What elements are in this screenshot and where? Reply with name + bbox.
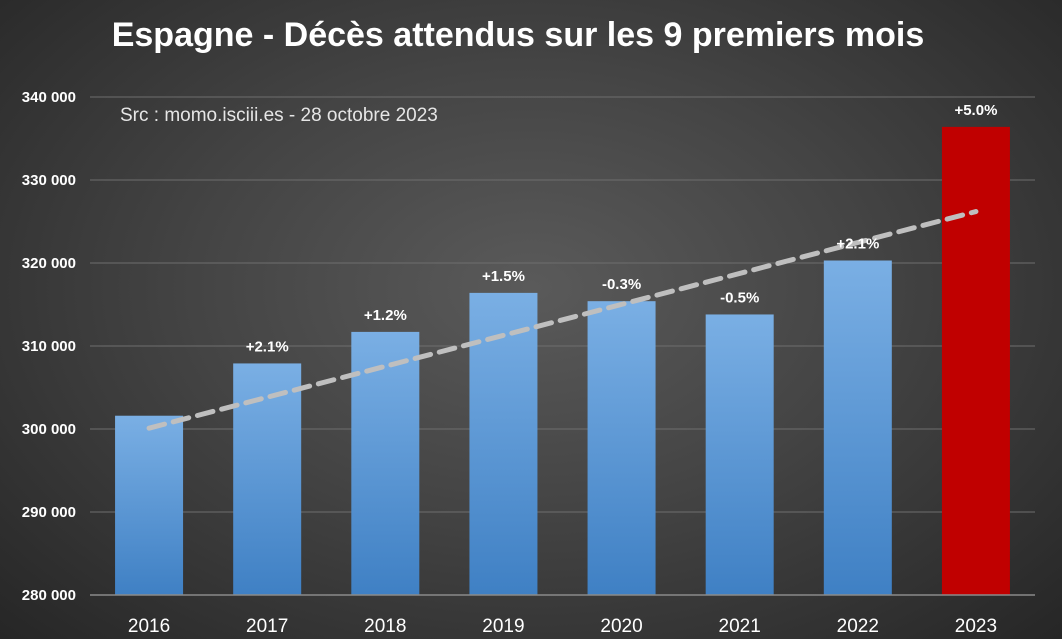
- data-label: +1.5%: [482, 268, 525, 285]
- chart-subtitle: Src : momo.isciii.es - 28 octobre 2023: [120, 105, 438, 126]
- chart-title: Espagne - Décès attendus sur les 9 premi…: [112, 16, 925, 54]
- x-tick-label: 2022: [837, 616, 879, 637]
- trendline: [146, 209, 979, 431]
- y-tick-label: 310 000: [22, 338, 76, 355]
- x-tick-label: 2018: [364, 616, 406, 637]
- data-label: -0.3%: [602, 276, 641, 293]
- axes: 280 000 290 000 300 000 310 000 320 000 330 0…: [22, 89, 1035, 637]
- x-tick-label: 2021: [719, 616, 761, 637]
- data-label: -0.5%: [720, 289, 759, 306]
- y-tick-label: 300 000: [22, 421, 76, 438]
- data-label: +5.0%: [954, 102, 997, 119]
- bar-2023: [941, 126, 1010, 595]
- y-tick-label: 280 000: [22, 587, 76, 604]
- trendline-layer: [146, 209, 979, 431]
- data-labels: +2.1% +1.2% +1.5% -0.3% -0.5% +2.1% +5.0%: [246, 102, 998, 356]
- bar-2020: [587, 301, 656, 595]
- y-tick-label: 320 000: [22, 255, 76, 272]
- bar-2019: [469, 292, 538, 595]
- x-tick-label: 2023: [955, 616, 997, 637]
- x-tick-label: 2019: [482, 616, 524, 637]
- gridlines: [90, 96, 1035, 513]
- data-label: +2.1%: [836, 236, 879, 253]
- y-tick-label: 340 000: [22, 89, 76, 106]
- bar-2017: [233, 363, 302, 595]
- x-tick-label: 2020: [600, 616, 642, 637]
- bars: [115, 126, 1010, 595]
- y-tick-label: 330 000: [22, 172, 76, 189]
- data-label: +2.1%: [246, 338, 289, 355]
- y-tick-label: 290 000: [22, 504, 76, 521]
- bar-2021: [705, 314, 774, 595]
- x-tick-label: 2017: [246, 616, 288, 637]
- bar-2018: [351, 331, 420, 595]
- x-tick-label: 2016: [128, 616, 170, 637]
- bar-2022: [823, 260, 892, 595]
- bar-2016: [115, 415, 184, 595]
- data-label: +1.2%: [364, 307, 407, 324]
